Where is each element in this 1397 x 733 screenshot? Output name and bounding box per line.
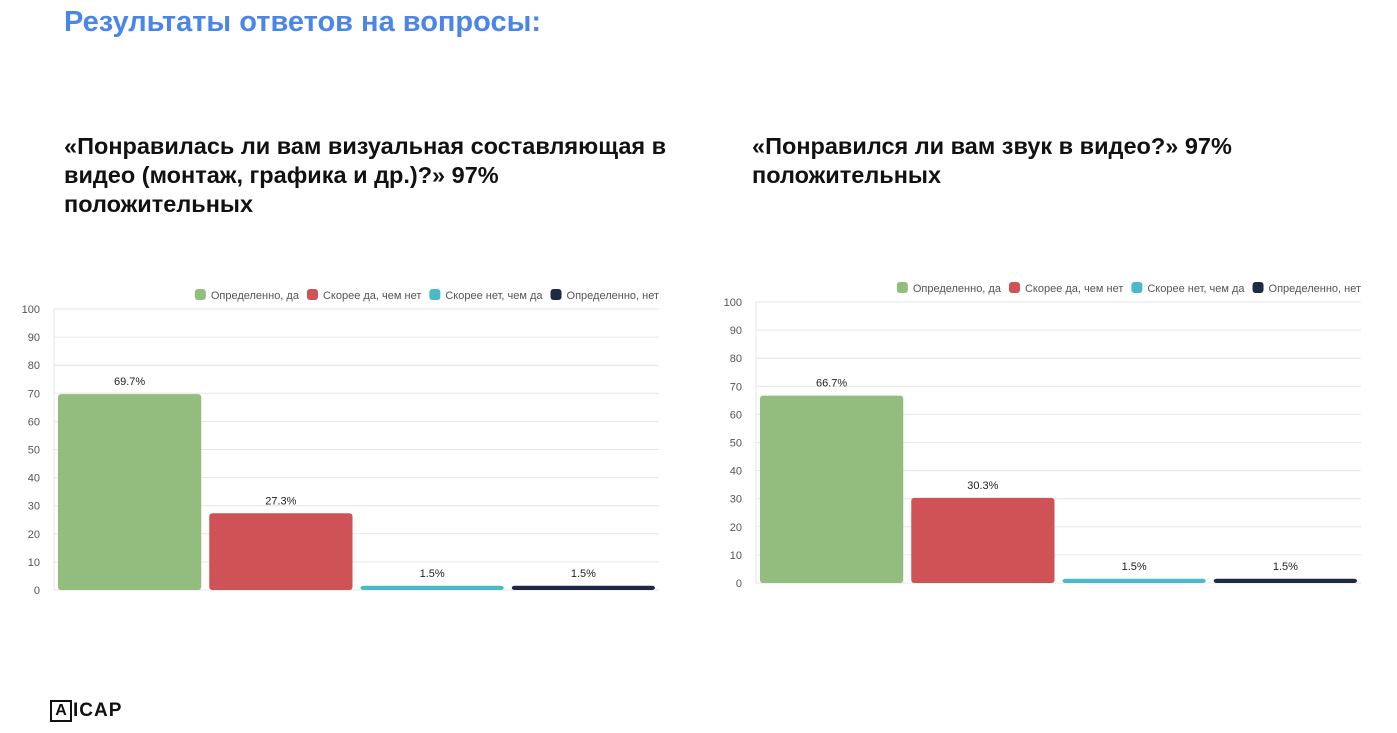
bar-1 <box>58 394 202 590</box>
legend-label: Скорее да, чем нет <box>1025 283 1123 295</box>
legend-swatch <box>1131 282 1143 293</box>
legend-label: Скорее нет, чем да <box>1147 283 1245 295</box>
legend-item: Скорее да, чем нет <box>306 289 421 302</box>
y-tick-label: 50 <box>28 445 40 457</box>
bar-4 <box>1213 578 1357 583</box>
y-tick-label: 100 <box>724 297 742 309</box>
y-tick-label: 10 <box>28 557 40 569</box>
legend: Определенно, да Скорее да, чем нет Скорее … <box>194 289 659 302</box>
legend-item: Скорее нет, чем да <box>429 289 543 302</box>
bar-2 <box>911 497 1055 583</box>
legend-swatch <box>306 289 318 300</box>
y-tick-label: 50 <box>730 438 742 450</box>
legend-item: Определенно, да <box>896 282 1002 295</box>
y-tick-label: 40 <box>730 466 742 478</box>
question-sound: «Понравился ли вам звук в видео?» 97% по… <box>752 133 1232 188</box>
data-label: 1.5% <box>571 568 596 580</box>
legend-label: Определенно, да <box>913 283 1002 295</box>
logo-mark: A <box>50 700 72 722</box>
data-label: 27.3% <box>265 495 296 507</box>
slide-title: Результаты ответов на вопросы: <box>64 6 542 38</box>
y-tick-label: 80 <box>28 360 40 372</box>
data-label: 1.5% <box>1122 561 1147 573</box>
y-tick-label: 30 <box>730 494 742 506</box>
legend-label: Определенно, нет <box>567 290 659 302</box>
y-tick-label: 10 <box>730 550 742 562</box>
y-tick-label: 100 <box>22 304 40 316</box>
chart-sound-ratings: 0 10 20 30 40 50 60 70 80 90 100 66.7% 30.3% 1.5% 1.5%… <box>716 275 1366 595</box>
y-tick-label: 20 <box>730 522 742 534</box>
question-visual: «Понравилась ли вам визуальная составляю… <box>64 133 667 217</box>
legend-label: Скорее нет, чем да <box>445 290 543 302</box>
data-label: 69.7% <box>114 376 145 388</box>
data-label: 1.5% <box>420 568 445 580</box>
y-tick-label: 20 <box>28 529 40 541</box>
legend-label: Скорее да, чем нет <box>323 290 421 302</box>
legend-item: Определенно, нет <box>1252 282 1361 295</box>
y-tick-label: 0 <box>736 578 742 590</box>
y-tick-label: 60 <box>730 409 742 421</box>
y-tick-label: 90 <box>28 332 40 344</box>
legend-swatch <box>194 289 206 300</box>
legend-item: Определенно, да <box>194 289 300 302</box>
legend-item: Скорее да, чем нет <box>1008 282 1123 295</box>
bar-3 <box>360 585 504 590</box>
bar-4 <box>511 585 655 590</box>
chart-visual-ratings: 0 10 20 30 40 50 60 70 80 90 100 69.7% 27.3% 1.5% 1.5%… <box>14 282 664 602</box>
legend-swatch <box>429 289 441 300</box>
y-tick-label: 60 <box>28 416 40 428</box>
data-label: 30.3% <box>967 480 998 492</box>
bar-2 <box>209 513 353 590</box>
y-tick-label: 40 <box>28 473 40 485</box>
y-tick-label: 30 <box>28 501 40 513</box>
icap-logo: A ICAP <box>50 700 122 722</box>
legend-swatch <box>896 282 908 293</box>
logo-text: ICAP <box>73 700 123 721</box>
y-tick-label: 70 <box>28 388 40 400</box>
bar-3 <box>1062 578 1206 583</box>
bar-1 <box>760 395 904 583</box>
y-tick-label: 90 <box>730 325 742 337</box>
legend-label: Определенно, нет <box>1269 283 1361 295</box>
legend-swatch <box>1252 282 1264 293</box>
legend-label: Определенно, да <box>211 290 300 302</box>
chart-visual-svg: 0 10 20 30 40 50 60 70 80 90 100 69.7% 27.3% 1.5% 1.5%… <box>22 289 659 597</box>
legend-item: Скорее нет, чем да <box>1131 282 1245 295</box>
y-tick-label: 0 <box>34 585 40 597</box>
legend-item: Определенно, нет <box>550 289 659 302</box>
data-label: 1.5% <box>1273 561 1298 573</box>
y-tick-label: 70 <box>730 381 742 393</box>
legend-swatch <box>550 289 562 300</box>
legend: Определенно, да Скорее да, чем нет Скорее … <box>896 282 1361 295</box>
chart-sound-svg: 0 10 20 30 40 50 60 70 80 90 100 66.7% 30.3% 1.5% 1.5%… <box>724 282 1361 590</box>
data-label: 66.7% <box>816 378 847 390</box>
y-tick-label: 80 <box>730 353 742 365</box>
legend-swatch <box>1008 282 1020 293</box>
